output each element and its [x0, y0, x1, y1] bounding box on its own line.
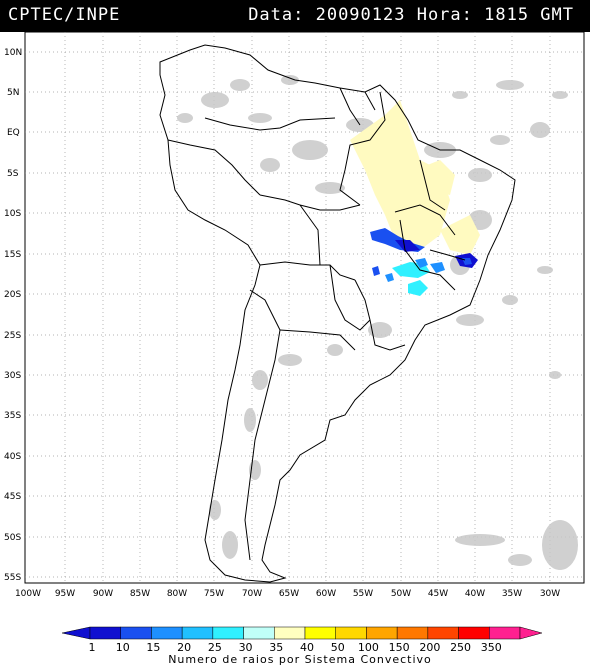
lightning-cells: [370, 228, 478, 296]
legend-tick: 35: [269, 641, 283, 654]
legend-colorbar: 1 10 15 20 25 30 35 40 50 100 150 200 250 350: [61, 626, 543, 654]
lon-label: 50W: [391, 589, 411, 599]
lon-label: 70W: [242, 589, 262, 599]
lon-label: 45W: [428, 589, 448, 599]
legend-tick: 200: [419, 641, 440, 654]
institution-label: CPTEC/INPE: [8, 5, 121, 25]
lon-label: 40W: [465, 589, 485, 599]
legend-swatch: [458, 626, 490, 640]
legend-title: Numero de raios por Sistema Convectivo: [168, 653, 432, 666]
legend-tick: 20: [177, 641, 191, 654]
legend-tick: 30: [239, 641, 253, 654]
legend-tick: 50: [331, 641, 345, 654]
legend-swatch: [396, 626, 429, 640]
lat-label: 25S: [4, 331, 21, 341]
lat-label: 20S: [4, 290, 21, 300]
lat-label: EQ: [7, 128, 20, 138]
lightning-light-area: [350, 100, 480, 255]
legend-swatch: [489, 626, 521, 640]
lon-label: 95W: [55, 589, 75, 599]
legend-swatch: [212, 626, 244, 640]
legend-swatch: [335, 626, 367, 640]
legend-swatch: [243, 626, 275, 640]
lat-label: 40S: [4, 452, 21, 462]
lon-label: 85W: [130, 589, 150, 599]
lat-label: 45S: [4, 492, 21, 502]
lon-label: 100W: [15, 589, 41, 599]
lat-label: 10N: [4, 48, 22, 58]
lat-label: 30S: [4, 371, 21, 381]
legend-tick: 150: [389, 641, 410, 654]
lon-label: 30W: [540, 589, 560, 599]
legend-tick: 25: [208, 641, 222, 654]
date-time-label: Data: 20090123 Hora: 1815 GMT: [248, 5, 574, 25]
legend-swatch: [274, 626, 306, 640]
map-frame: [24, 31, 585, 584]
legend-tick: 100: [358, 641, 379, 654]
lon-label: 60W: [316, 589, 336, 599]
lat-axis-labels: 10N 5N EQ 5S 10S 15S 20S 25S 30S 35S 40S…: [4, 48, 22, 583]
legend-swatch: [427, 626, 459, 640]
legend-swatches: [61, 626, 543, 640]
lat-label: 10S: [4, 209, 21, 219]
legend-tick: 250: [450, 641, 471, 654]
lat-label: 50S: [4, 533, 21, 543]
legend-arrow-left: [61, 626, 91, 640]
lat-label: 55S: [4, 573, 21, 583]
lat-label: 5N: [7, 88, 19, 98]
legend-tick: 10: [116, 641, 130, 654]
legend-swatch: [151, 626, 183, 640]
lat-label: 15S: [4, 250, 21, 260]
legend-swatch: [181, 626, 214, 640]
lat-label: 35S: [4, 411, 21, 421]
legend-swatch: [366, 626, 398, 640]
lon-label: 90W: [93, 589, 113, 599]
lon-label: 35W: [502, 589, 522, 599]
legend-tick: 40: [300, 641, 314, 654]
legend-swatch: [120, 626, 152, 640]
lon-label: 55W: [353, 589, 373, 599]
continent-outline: [159, 44, 516, 583]
lat-label: 5S: [7, 169, 19, 179]
lon-label: 80W: [167, 589, 187, 599]
map-canvas: 10N 5N EQ 5S 10S 15S 20S 25S 30S 35S 40S…: [4, 31, 585, 599]
legend-tick: 350: [481, 641, 502, 654]
legend-swatch: [304, 626, 336, 640]
lon-label: 75W: [204, 589, 224, 599]
lon-label: 65W: [279, 589, 299, 599]
legend-arrow-right: [519, 626, 543, 640]
lon-axis-labels: 100W 95W 90W 85W 80W 75W 70W 65W 60W 55W…: [15, 589, 560, 599]
legend-tick: 15: [146, 641, 160, 654]
legend-swatch: [89, 626, 121, 640]
header-bar: CPTEC/INPE Data: 20090123 Hora: 1815 GMT: [0, 0, 590, 32]
legend-tick-labels: 1 10 15 20 25 30 35 40 50 100 150 200 250 350: [89, 641, 502, 654]
legend-tick: 1: [89, 641, 96, 654]
